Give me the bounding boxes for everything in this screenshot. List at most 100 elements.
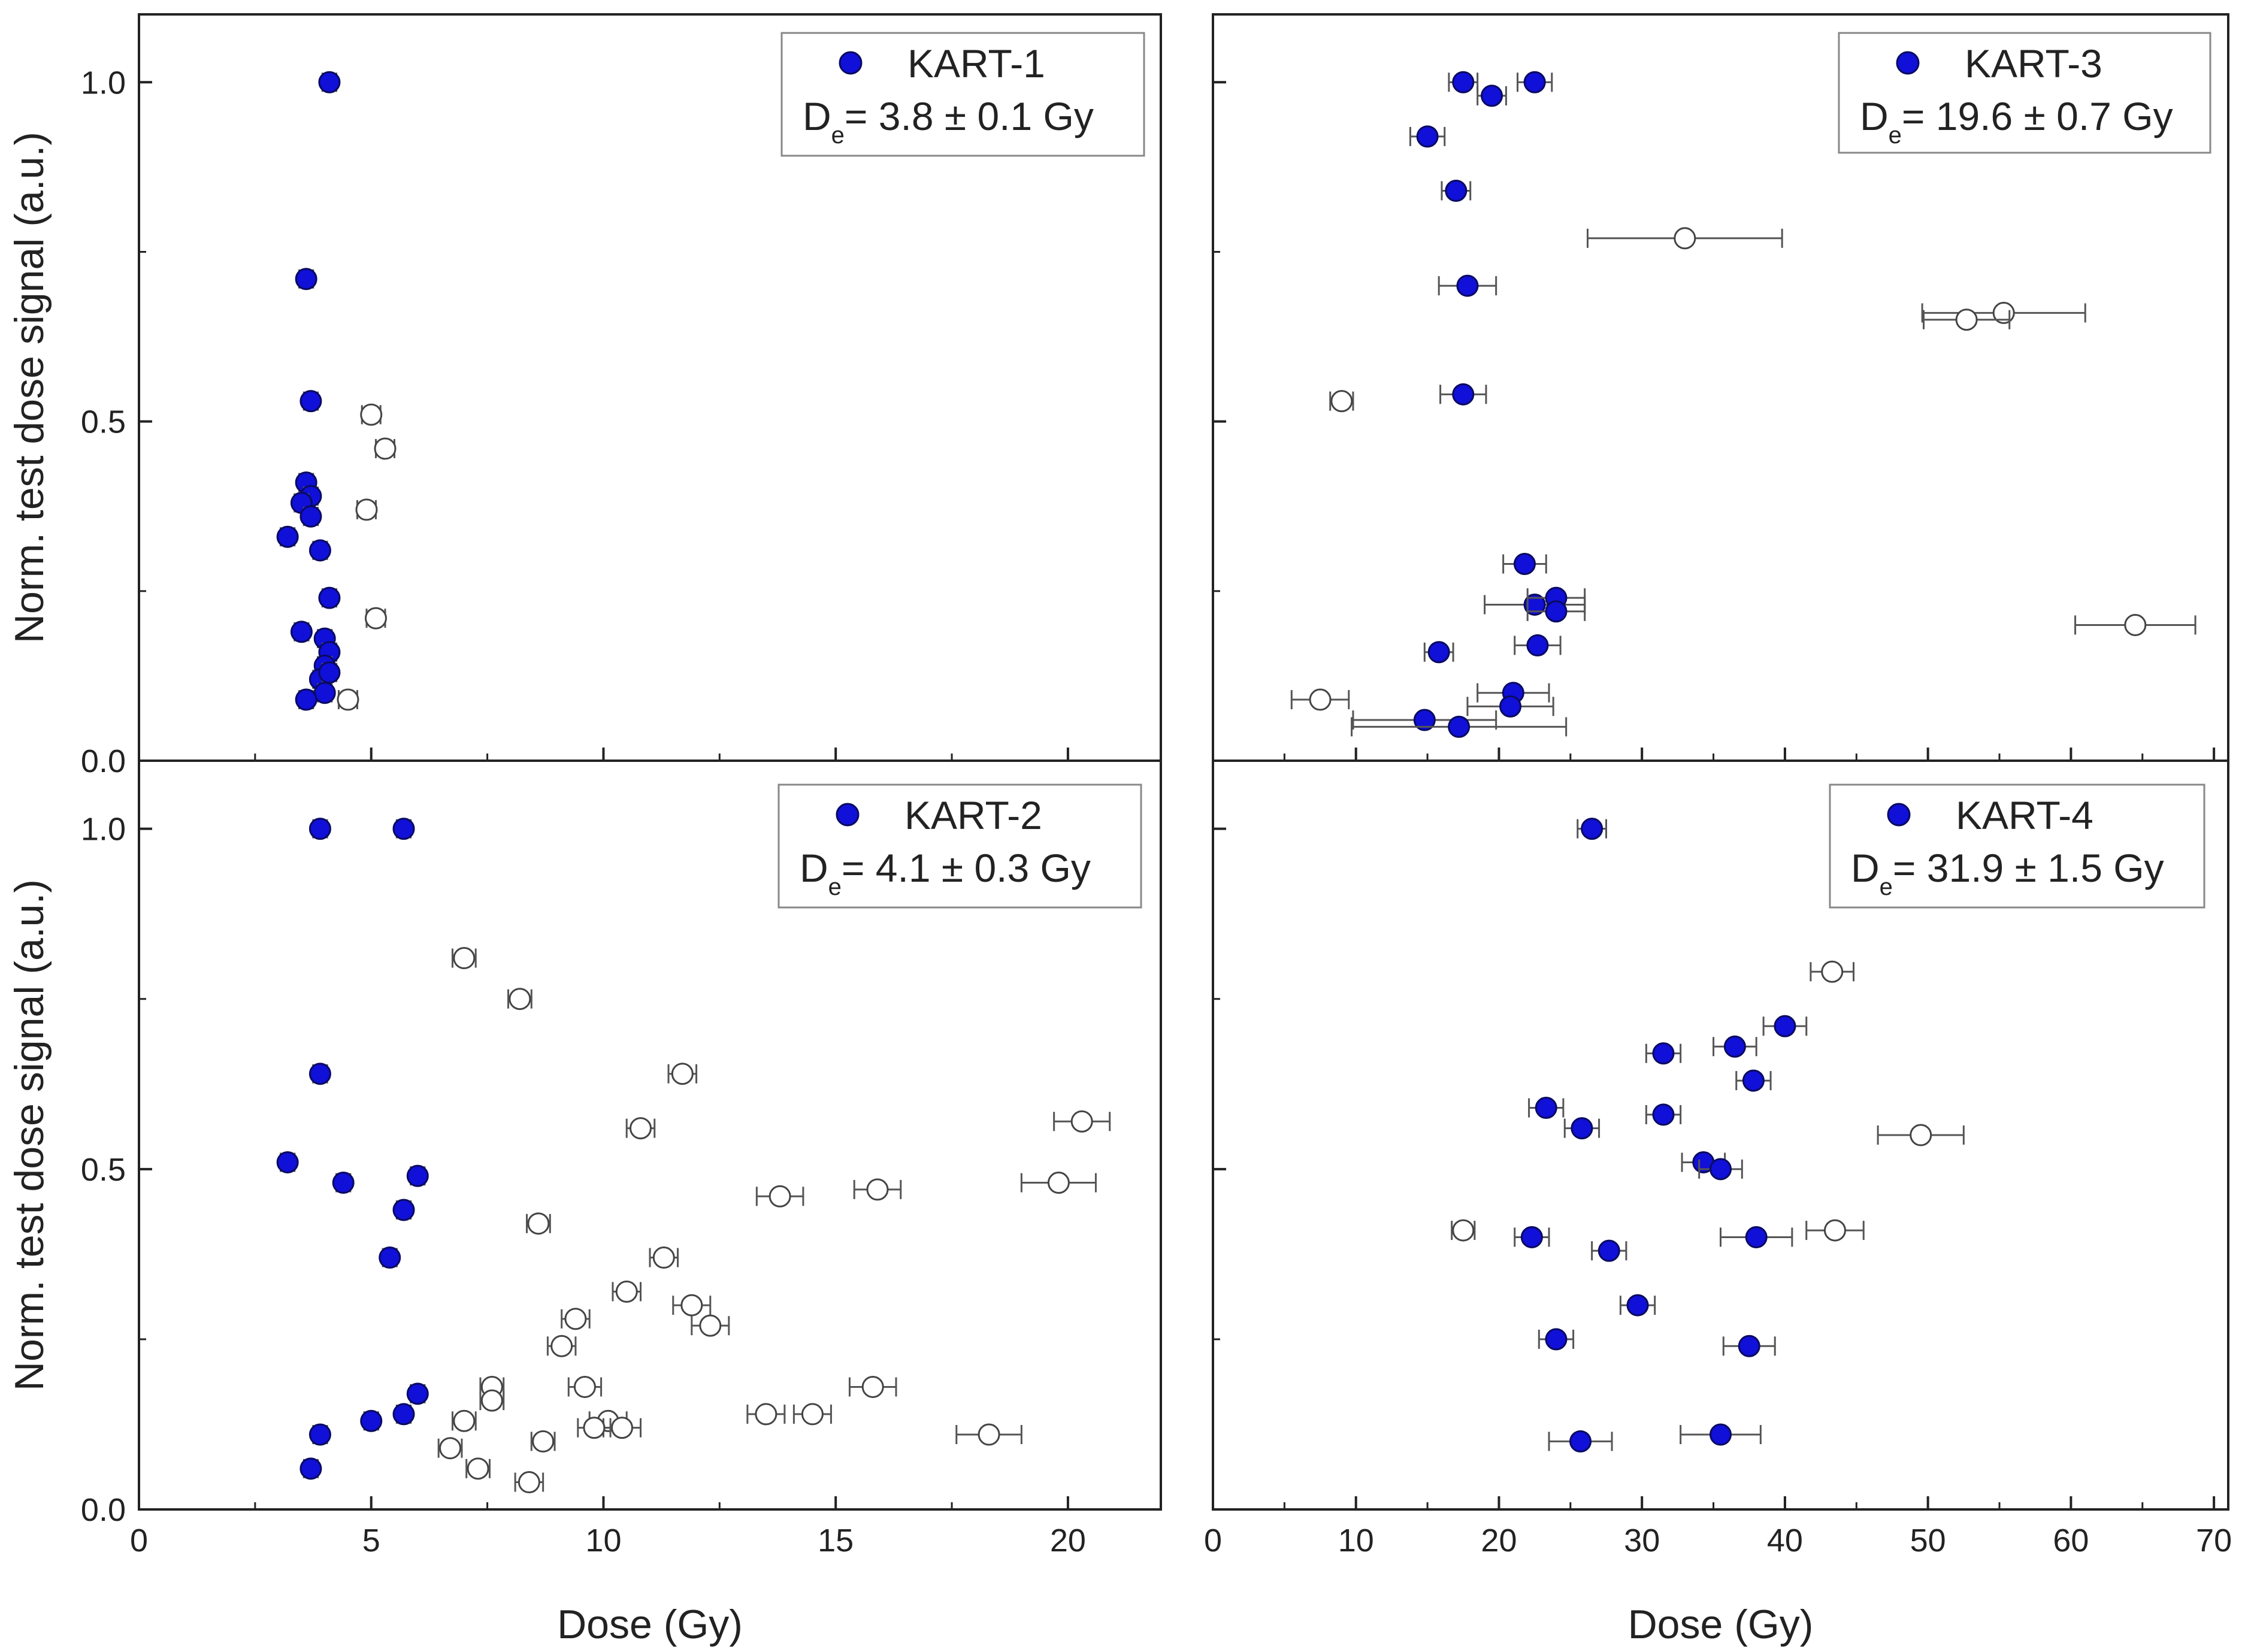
filled-marker <box>299 1457 322 1480</box>
open-marker <box>583 1417 606 1439</box>
open-marker <box>652 1246 675 1269</box>
accepted-aliquot-point <box>1713 1035 1757 1058</box>
rejected-aliquot-point <box>355 498 378 521</box>
rejected-aliquot-point <box>1586 227 1783 250</box>
filled-marker <box>1710 1158 1732 1181</box>
open-marker <box>769 1185 791 1208</box>
accepted-aliquot-point <box>1526 600 1586 623</box>
x-axis-title: Dose (Gy) <box>1628 1602 1814 1647</box>
rejected-aliquot-point <box>792 1403 832 1426</box>
rejected-aliquot-point <box>955 1423 1022 1446</box>
x-tick-label: 0 <box>130 1523 148 1559</box>
open-marker <box>509 988 531 1010</box>
accepted-aliquot-point <box>299 390 322 413</box>
filled-marker <box>1581 818 1603 840</box>
open-marker <box>439 1437 462 1460</box>
accepted-aliquot-point <box>1466 695 1554 718</box>
filled-marker <box>308 818 331 840</box>
accepted-aliquot-point <box>1645 1103 1682 1126</box>
x-tick-label: 70 <box>2196 1523 2232 1559</box>
rejected-aliquot-point <box>374 437 397 460</box>
filled-marker <box>1448 715 1471 738</box>
open-marker <box>1821 960 1844 983</box>
accepted-aliquot-point <box>1448 71 1479 93</box>
open-marker <box>671 1063 694 1085</box>
rejected-aliquot-point <box>691 1314 730 1337</box>
de-subscript: e <box>1889 122 1902 149</box>
x-tick-label: 60 <box>2053 1523 2089 1559</box>
x-tick-label: 0 <box>1204 1523 1222 1559</box>
open-marker <box>680 1294 703 1317</box>
de-symbol: D <box>1851 846 1880 890</box>
panel-kart-2: 0 5 10 15 20 0.0 0.5 1.0 Norm. test dose signal … <box>7 760 1162 1647</box>
accepted-aliquot-point <box>308 818 331 840</box>
accepted-aliquot-point <box>313 682 336 704</box>
legend: KART-2 De= 4.1 ± 0.3 Gy <box>777 783 1142 909</box>
x-tick-label: 10 <box>1338 1523 1374 1559</box>
open-marker <box>978 1423 1000 1446</box>
accepted-aliquot-point <box>1484 593 1586 616</box>
open-marker <box>355 498 378 521</box>
accepted-aliquot-point <box>1680 1423 1762 1446</box>
accepted-aliquot-point <box>406 1382 429 1405</box>
rejected-aliquot-point <box>848 1375 897 1398</box>
legend-frame <box>780 32 1145 157</box>
open-marker <box>550 1335 573 1357</box>
rejected-aliquot-point <box>1329 390 1354 413</box>
legend-de-value: De= 4.1 ± 0.3 Gy <box>800 846 1091 900</box>
rejected-aliquot-point <box>612 1280 642 1303</box>
rejected-aliquot-point <box>625 1117 656 1140</box>
rejected-aliquot-point <box>451 1409 477 1432</box>
legend-frame <box>1838 32 2211 154</box>
filled-marker <box>299 505 322 528</box>
rejected-aliquot-point <box>479 1389 505 1412</box>
rejected-aliquot-point <box>360 403 383 426</box>
legend-sample-name: KART-4 <box>1956 793 2093 837</box>
accepted-aliquot-point <box>332 1172 355 1194</box>
rejected-aliquot-point <box>577 1417 612 1439</box>
rejected-aliquot-point <box>567 1375 603 1398</box>
filled-marker <box>318 586 341 609</box>
de-symbol: D <box>1860 94 1889 138</box>
open-marker <box>1823 1219 1846 1242</box>
legend-marker <box>1887 803 1911 827</box>
rejected-aliquot-point <box>530 1430 556 1453</box>
open-marker <box>337 688 359 711</box>
x-tick-label: 50 <box>1910 1523 1946 1559</box>
filled-marker <box>1499 695 1522 718</box>
filled-marker <box>295 688 317 711</box>
rejected-aliquot-point <box>1923 308 2011 331</box>
open-marker <box>801 1403 824 1426</box>
accepted-aliquot-point <box>318 71 341 93</box>
x-tick-label: 20 <box>1481 1523 1517 1559</box>
filled-marker <box>1598 1239 1620 1262</box>
filled-marker <box>1526 634 1549 656</box>
x-tick-label: 40 <box>1767 1523 1803 1559</box>
rejected-aliquot-point <box>507 988 533 1010</box>
accepted-aliquot-point <box>1563 1117 1600 1140</box>
legend-de-value: De= 19.6 ± 0.7 Gy <box>1860 94 2173 149</box>
filled-marker <box>1452 71 1475 93</box>
rejected-aliquot-point <box>853 1178 902 1201</box>
open-marker <box>532 1430 555 1453</box>
legend-de-value: De= 31.9 ± 1.5 Gy <box>1851 846 2164 900</box>
filled-marker <box>308 1423 331 1446</box>
filled-marker <box>1456 274 1479 297</box>
rejected-aliquot-point <box>514 1471 544 1494</box>
rejected-aliquot-point <box>649 1246 679 1269</box>
rejected-aliquot-point <box>364 607 387 630</box>
accepted-aliquot-point <box>1423 641 1454 664</box>
accepted-aliquot-point <box>1577 818 1608 840</box>
de-text: = 3.8 ± 0.1 Gy <box>845 94 1094 138</box>
open-marker <box>480 1389 503 1412</box>
filled-marker <box>1652 1042 1675 1065</box>
accepted-aliquot-point <box>299 1457 322 1480</box>
legend-sample-name: KART-3 <box>1965 41 2102 86</box>
open-marker <box>1047 1172 1070 1194</box>
accepted-aliquot-point <box>1735 1069 1772 1092</box>
filled-marker <box>1520 1226 1543 1248</box>
accepted-aliquot-point <box>318 586 341 609</box>
accepted-aliquot-point <box>308 539 331 562</box>
open-marker <box>629 1117 652 1140</box>
filled-marker <box>392 1199 415 1221</box>
